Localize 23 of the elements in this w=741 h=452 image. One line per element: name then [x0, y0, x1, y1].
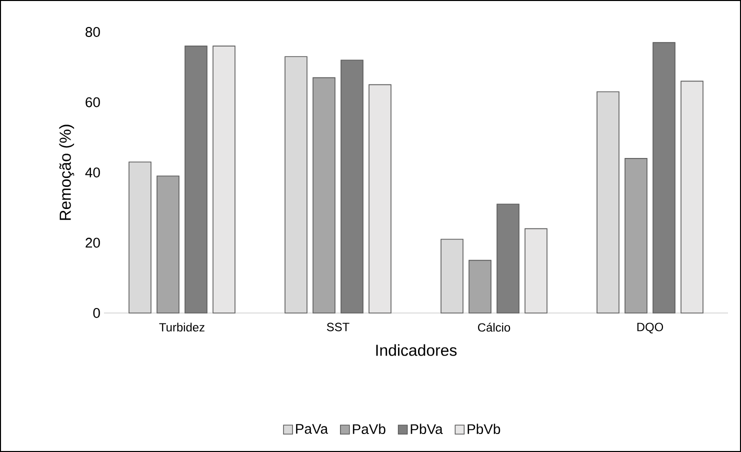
bar: [652, 42, 676, 314]
y-axis-title: Remoção (%): [59, 124, 74, 220]
legend-label: PaVb: [352, 424, 386, 434]
bar: [496, 204, 520, 314]
bar: [624, 158, 648, 314]
legend-label: PbVb: [468, 424, 500, 434]
bar: [156, 176, 180, 314]
x-axis-title: Indicadores: [376, 344, 457, 356]
x-tick-label: Cálcio: [478, 322, 510, 332]
bar: [468, 260, 492, 314]
y-tick-label: 40: [85, 168, 100, 178]
bar: [184, 46, 208, 314]
y-tick-label: 60: [86, 97, 100, 108]
y-tick-label: 80: [86, 27, 100, 37]
x-tick-label: Turbidez: [159, 322, 204, 332]
x-tick-label: DQO: [637, 322, 664, 334]
legend-label: PaVa: [296, 424, 328, 434]
y-tick-label: 0: [93, 308, 100, 318]
legend-label: PbVa: [410, 424, 443, 434]
x-tick-label: SST: [326, 322, 350, 332]
y-tick-label: 20: [86, 238, 100, 248]
bar: [340, 60, 364, 314]
bar: [312, 77, 336, 314]
